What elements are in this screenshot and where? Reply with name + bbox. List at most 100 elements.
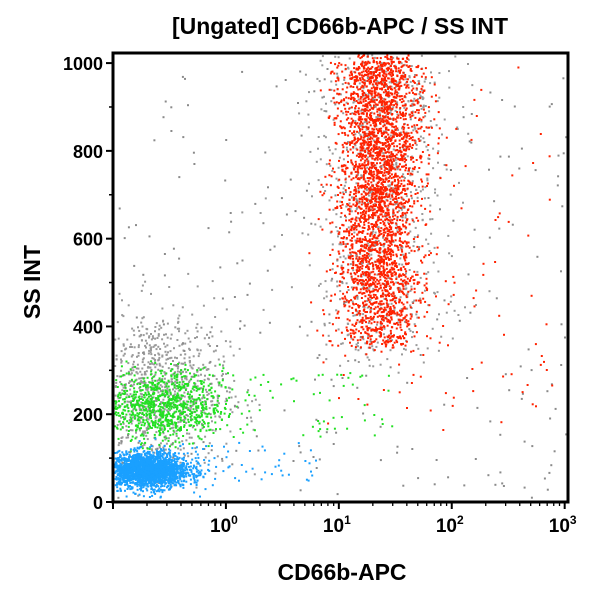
data-point: [172, 388, 174, 391]
data-point: [339, 216, 342, 218]
data-point: [337, 328, 340, 331]
data-point: [403, 123, 406, 126]
data-point: [371, 193, 374, 196]
data-point: [309, 150, 312, 153]
data-point: [120, 416, 123, 419]
data-point: [201, 427, 204, 430]
data-point: [200, 415, 203, 418]
data-point: [195, 486, 198, 489]
data-point: [412, 245, 415, 248]
data-point: [394, 83, 397, 86]
data-point: [390, 187, 393, 190]
data-point: [163, 408, 166, 411]
data-point: [357, 312, 360, 315]
data-point: [368, 358, 371, 361]
data-point: [366, 342, 368, 345]
data-point: [196, 462, 199, 465]
data-point: [365, 218, 367, 221]
data-point: [415, 66, 418, 69]
data-point: [317, 179, 320, 182]
data-point: [374, 297, 377, 300]
data-point: [367, 70, 370, 73]
data-point: [403, 126, 406, 129]
data-point: [357, 361, 360, 363]
data-point: [350, 117, 353, 120]
data-point: [396, 94, 399, 97]
data-point: [341, 143, 344, 146]
data-point: [405, 242, 408, 245]
data-point: [388, 94, 391, 97]
data-point: [125, 372, 128, 375]
data-point: [144, 405, 147, 408]
data-point: [422, 72, 425, 75]
data-point: [308, 264, 311, 267]
data-point: [365, 247, 368, 250]
data-point: [356, 177, 359, 180]
data-point: [375, 78, 378, 81]
data-point: [128, 413, 131, 416]
data-point: [388, 193, 391, 196]
data-point: [376, 282, 379, 285]
data-point: [367, 327, 370, 330]
data-point: [360, 109, 363, 112]
data-point: [156, 389, 159, 392]
data-point: [352, 280, 355, 283]
data-point: [367, 132, 370, 135]
data-point: [408, 269, 411, 271]
data-point: [380, 207, 383, 210]
data-point: [356, 168, 359, 171]
data-point: [363, 143, 366, 146]
data-point: [165, 358, 168, 361]
data-point: [338, 159, 340, 162]
data-point: [366, 198, 369, 201]
data-point: [372, 267, 375, 270]
data-point: [409, 156, 412, 159]
data-point: [368, 121, 371, 124]
data-point: [368, 285, 371, 288]
data-point: [394, 299, 397, 302]
data-point: [132, 360, 135, 363]
data-point: [399, 321, 402, 324]
data-point: [398, 150, 401, 152]
data-point: [385, 216, 388, 218]
data-point: [379, 335, 382, 338]
data-point: [153, 412, 156, 415]
data-point: [419, 135, 422, 138]
data-point: [353, 224, 356, 227]
data-point: [364, 211, 367, 214]
data-point: [371, 83, 374, 86]
data-point: [405, 64, 408, 67]
data-point: [353, 168, 356, 171]
data-point: [418, 281, 421, 284]
data-point: [419, 156, 422, 159]
data-point: [392, 175, 395, 178]
data-point: [141, 445, 144, 447]
data-point: [366, 192, 369, 195]
data-point: [387, 234, 390, 237]
data-point: [161, 439, 164, 442]
data-point: [404, 103, 407, 106]
data-point: [400, 343, 403, 346]
data-point: [165, 372, 168, 375]
data-point: [366, 252, 369, 255]
data-point: [405, 145, 408, 148]
data-point: [352, 112, 355, 115]
data-point: [405, 319, 408, 321]
data-point: [379, 201, 382, 204]
data-point: [335, 226, 338, 228]
data-point: [404, 189, 407, 192]
data-point: [364, 105, 367, 108]
data-point: [216, 455, 219, 458]
data-point: [353, 227, 356, 230]
data-point: [380, 101, 383, 103]
data-point: [359, 133, 362, 136]
data-point: [154, 354, 156, 357]
data-point: [407, 169, 410, 172]
data-point: [335, 83, 338, 86]
data-point: [368, 286, 371, 289]
data-point: [337, 310, 340, 313]
data-point: [348, 175, 351, 178]
data-point: [342, 193, 345, 196]
data-point: [357, 95, 360, 98]
data-point: [177, 389, 180, 392]
